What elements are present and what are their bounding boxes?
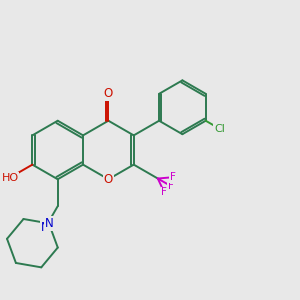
- Text: O: O: [104, 87, 113, 100]
- Text: HO: HO: [2, 172, 19, 182]
- Text: O: O: [104, 173, 113, 186]
- Text: F: F: [170, 172, 176, 182]
- Text: F: F: [161, 187, 167, 197]
- Text: F: F: [168, 181, 174, 191]
- Text: Cl: Cl: [214, 124, 225, 134]
- Text: N: N: [44, 217, 53, 230]
- Text: N: N: [41, 221, 50, 234]
